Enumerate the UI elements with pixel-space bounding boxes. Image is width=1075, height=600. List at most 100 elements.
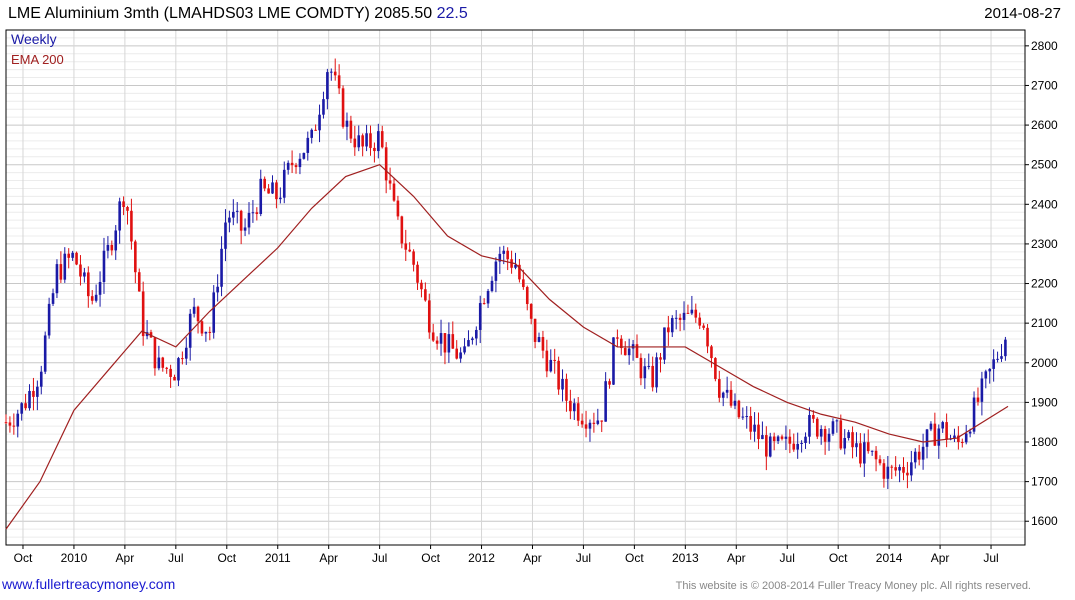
candle-body	[588, 422, 592, 429]
candle-body	[435, 340, 439, 344]
candle-body	[659, 357, 662, 360]
candle-body	[286, 162, 290, 170]
candle-body	[122, 201, 125, 208]
x-tick-label: Oct	[217, 551, 236, 565]
candle-body	[36, 386, 39, 397]
candle-body	[890, 466, 894, 468]
candle-body	[627, 348, 631, 356]
candle-body	[55, 264, 59, 294]
x-tick-label: Apr	[727, 551, 746, 565]
candle-body	[565, 378, 568, 401]
candle-body	[992, 359, 995, 369]
candle-body	[847, 432, 850, 438]
candle-body	[251, 212, 255, 214]
candle-body	[302, 152, 306, 159]
candle-body	[882, 463, 886, 479]
candle-body	[784, 436, 788, 439]
candle-body	[79, 264, 82, 277]
candle-body	[533, 318, 537, 342]
chart-header: LME Aluminium 3mth (LMAHDS03 LME COMDTY)…	[0, 0, 1075, 30]
candle-body	[43, 335, 47, 372]
candle-body	[184, 347, 188, 359]
x-tick-label: Jul	[168, 551, 183, 565]
candle-body	[98, 281, 102, 295]
candle-body	[710, 346, 713, 359]
candle-body	[980, 378, 984, 402]
candle-body	[431, 332, 435, 341]
candle-body	[486, 290, 490, 304]
legend-weekly: Weekly	[11, 31, 57, 47]
candle-body	[604, 381, 607, 422]
candle-body	[173, 376, 176, 381]
candle-body	[232, 211, 235, 218]
candle-body	[596, 420, 600, 424]
x-tick-label: 2011	[265, 551, 291, 565]
candle-body	[510, 259, 513, 268]
candle-body	[463, 346, 466, 353]
title-text: LME Aluminium 3mth (LMAHDS03 LME COMDTY)…	[8, 5, 433, 22]
candle-body	[725, 389, 729, 393]
candle-body	[953, 435, 956, 439]
candle-body	[964, 433, 968, 443]
candle-body	[894, 467, 897, 471]
candle-body	[674, 317, 678, 319]
candle-body	[788, 436, 792, 444]
y-tick-label: 2600	[1031, 118, 1058, 132]
candle-body	[427, 300, 431, 333]
candle-body	[114, 230, 118, 251]
candle-body	[580, 420, 584, 425]
candle-body	[247, 212, 251, 228]
candle-body	[678, 317, 682, 320]
candle-body	[490, 280, 494, 291]
candle-body	[572, 403, 576, 412]
candle-body	[694, 309, 698, 318]
candle-body	[369, 133, 372, 148]
candle-body	[451, 334, 455, 349]
candle-body	[670, 318, 674, 333]
candle-body	[459, 352, 462, 359]
x-tick-label: 2012	[468, 551, 495, 565]
candle-body	[157, 357, 161, 369]
candle-body	[192, 306, 196, 314]
x-tick-label: Oct	[625, 551, 644, 565]
candle-body	[439, 333, 443, 344]
candle-body	[141, 291, 145, 337]
y-tick-label: 2200	[1031, 277, 1058, 291]
x-tick-label: Apr	[523, 551, 542, 565]
candle-body	[972, 397, 976, 432]
y-tick-label: 1700	[1031, 475, 1058, 489]
y-tick-label: 2100	[1031, 316, 1058, 330]
candle-body	[855, 443, 858, 448]
candle-body	[298, 158, 302, 168]
candle-body	[749, 416, 752, 432]
candle-body	[737, 400, 741, 418]
plot-frame	[5, 29, 1026, 546]
candle-body	[400, 216, 404, 244]
candle-body	[134, 241, 137, 273]
candle-body	[337, 75, 341, 89]
candle-body	[576, 403, 580, 421]
candle-body	[306, 137, 310, 153]
ema-200-line	[5, 164, 1009, 530]
candle-body	[181, 358, 184, 360]
x-tick-label: Apr	[931, 551, 950, 565]
candle-body	[333, 71, 337, 76]
candle-body	[886, 466, 890, 479]
candle-body	[800, 442, 803, 444]
candle-body	[698, 317, 702, 326]
site-link[interactable]: www.fullertreacymoney.com	[2, 576, 176, 592]
candle-body	[290, 162, 294, 166]
candle-body	[267, 188, 270, 194]
candle-body	[733, 400, 737, 406]
candle-body	[917, 451, 921, 460]
price-change: 22.5	[436, 5, 468, 22]
candle-body	[471, 338, 474, 341]
x-tick-label: Jul	[983, 551, 998, 565]
candle-body	[204, 331, 208, 334]
candle-body	[843, 437, 847, 449]
candle-body	[165, 367, 168, 369]
y-tick-label: 2800	[1031, 39, 1058, 53]
candle-body	[929, 423, 933, 430]
x-tick-label: 2013	[672, 551, 699, 565]
